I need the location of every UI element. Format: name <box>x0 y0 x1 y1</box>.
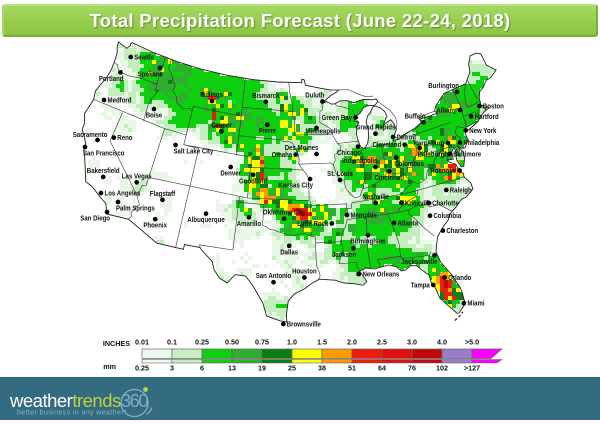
svg-text:Harrisburg: Harrisburg <box>414 139 445 148</box>
svg-text:2.5: 2.5 <box>377 338 387 347</box>
svg-text:Phoenix: Phoenix <box>143 221 167 230</box>
svg-text:Reno: Reno <box>117 133 133 142</box>
svg-text:Minneapolis: Minneapolis <box>306 127 341 136</box>
svg-text:Albuquerque: Albuquerque <box>187 215 224 224</box>
svg-text:Pierre: Pierre <box>259 126 276 135</box>
svg-text:San Diego: San Diego <box>80 214 110 223</box>
svg-text:Pittsburgh: Pittsburgh <box>418 150 448 159</box>
svg-text:Bakersfield: Bakersfield <box>87 166 120 175</box>
svg-text:Jackson: Jackson <box>332 250 356 259</box>
svg-text:Denver: Denver <box>220 169 241 178</box>
svg-text:1.5: 1.5 <box>317 338 327 347</box>
svg-text:Des Moines: Des Moines <box>285 143 319 152</box>
svg-text:Hartford: Hartford <box>475 112 499 121</box>
svg-text:76: 76 <box>408 364 416 373</box>
svg-text:Cleveland: Cleveland <box>373 140 402 149</box>
svg-text:13: 13 <box>228 364 236 373</box>
svg-text:Boise: Boise <box>146 111 163 120</box>
svg-text:Boston: Boston <box>483 102 504 111</box>
svg-text:Duluth: Duluth <box>305 91 324 100</box>
svg-text:Charleston: Charleston <box>446 226 478 235</box>
svg-text:0.1: 0.1 <box>167 338 177 347</box>
svg-text:6: 6 <box>200 364 204 373</box>
svg-text:51: 51 <box>348 364 356 373</box>
svg-text:Casper: Casper <box>211 120 232 129</box>
svg-text:0.50: 0.50 <box>225 338 239 347</box>
svg-text:weathertrends360: weathertrends360 <box>9 390 148 411</box>
svg-text:New York: New York <box>469 126 496 135</box>
svg-text:0.01: 0.01 <box>135 338 149 347</box>
svg-text:Albany: Albany <box>436 106 456 115</box>
svg-text:Indianapolis: Indianapolis <box>342 156 377 165</box>
svg-text:Tampa: Tampa <box>411 281 431 290</box>
svg-text:Dallas: Dallas <box>280 247 298 256</box>
svg-text:38: 38 <box>318 364 326 373</box>
svg-text:mm: mm <box>103 362 116 371</box>
svg-text:Seattle: Seattle <box>134 53 154 62</box>
svg-text:Detroit: Detroit <box>397 133 417 142</box>
svg-text:Chicago: Chicago <box>337 148 362 157</box>
svg-text:2.0: 2.0 <box>347 338 357 347</box>
svg-text:Philadelphia: Philadelphia <box>464 138 501 147</box>
svg-text:Columbia: Columbia <box>434 211 463 220</box>
svg-text:Palm Springs: Palm Springs <box>116 204 155 213</box>
svg-text:Baltimore: Baltimore <box>453 150 481 159</box>
svg-text:25: 25 <box>288 364 296 373</box>
svg-text:Charlotte: Charlotte <box>432 198 459 207</box>
svg-text:New Orleans: New Orleans <box>363 270 400 279</box>
svg-text:San Antonio: San Antonio <box>256 271 292 280</box>
svg-text:Cincinnati: Cincinnati <box>375 173 404 182</box>
svg-text:19: 19 <box>258 364 266 373</box>
svg-text:Columbus: Columbus <box>394 159 424 168</box>
svg-text:Grand Rapids: Grand Rapids <box>356 123 396 132</box>
svg-text:Raleigh: Raleigh <box>450 186 472 195</box>
svg-text:4.0: 4.0 <box>437 338 447 347</box>
svg-text:Buffalo: Buffalo <box>405 111 427 120</box>
svg-text:Oklahoma City: Oklahoma City <box>263 208 306 217</box>
svg-text:Medford: Medford <box>108 96 132 105</box>
svg-text:better business in any weather: better business in any weather* <box>17 410 127 417</box>
svg-text:Roanoke: Roanoke <box>430 166 456 175</box>
svg-text:Portland: Portland <box>99 74 124 83</box>
svg-text:Goodland: Goodland <box>239 176 267 185</box>
svg-text:Kansas City: Kansas City <box>278 181 313 190</box>
svg-text:Amarillo: Amarillo <box>237 219 262 228</box>
svg-text:Memphis: Memphis <box>351 211 377 220</box>
svg-text:Sacramento: Sacramento <box>73 130 108 139</box>
svg-text:Jacksonville: Jacksonville <box>401 257 437 266</box>
svg-text:3: 3 <box>170 364 174 373</box>
svg-text:1.0: 1.0 <box>287 338 297 347</box>
svg-text:Orlando: Orlando <box>448 273 472 282</box>
svg-text:Spokane: Spokane <box>138 70 163 79</box>
svg-text:64: 64 <box>378 364 386 373</box>
svg-text:Salt Lake City: Salt Lake City <box>174 147 214 156</box>
svg-text:Los Angeles: Los Angeles <box>105 189 141 198</box>
svg-text:Nashville: Nashville <box>362 192 389 201</box>
svg-text:>127: >127 <box>464 364 480 373</box>
svg-text:Las Vegas: Las Vegas <box>122 171 152 180</box>
svg-text:Green Bay: Green Bay <box>322 113 352 122</box>
svg-text:Brownsville: Brownsville <box>287 320 321 329</box>
svg-text:0.75: 0.75 <box>255 338 269 347</box>
svg-text:Omaha: Omaha <box>272 150 293 159</box>
svg-text:3.0: 3.0 <box>407 338 417 347</box>
svg-text:102: 102 <box>436 364 448 373</box>
svg-text:0.25: 0.25 <box>195 338 209 347</box>
svg-text:Houston: Houston <box>292 267 317 276</box>
svg-text:Flagstaff: Flagstaff <box>150 189 176 198</box>
svg-text:Bismarck: Bismarck <box>252 91 279 100</box>
svg-text:0.25: 0.25 <box>135 364 149 373</box>
svg-text:Birmingham: Birmingham <box>350 237 385 246</box>
svg-text:Burlington: Burlington <box>428 81 459 90</box>
svg-text:St. Louis: St. Louis <box>327 169 353 178</box>
svg-text:Knoxville: Knoxville <box>405 198 432 207</box>
svg-text:>5.0: >5.0 <box>465 338 479 347</box>
svg-text:Atlanta: Atlanta <box>398 219 419 228</box>
svg-text:INCHES: INCHES <box>103 339 130 348</box>
svg-text:Miami: Miami <box>467 299 484 308</box>
svg-text:San Francisco: San Francisco <box>83 149 125 158</box>
svg-text:Billings: Billings <box>201 90 223 99</box>
svg-text:Little Rock: Little Rock <box>297 219 328 228</box>
